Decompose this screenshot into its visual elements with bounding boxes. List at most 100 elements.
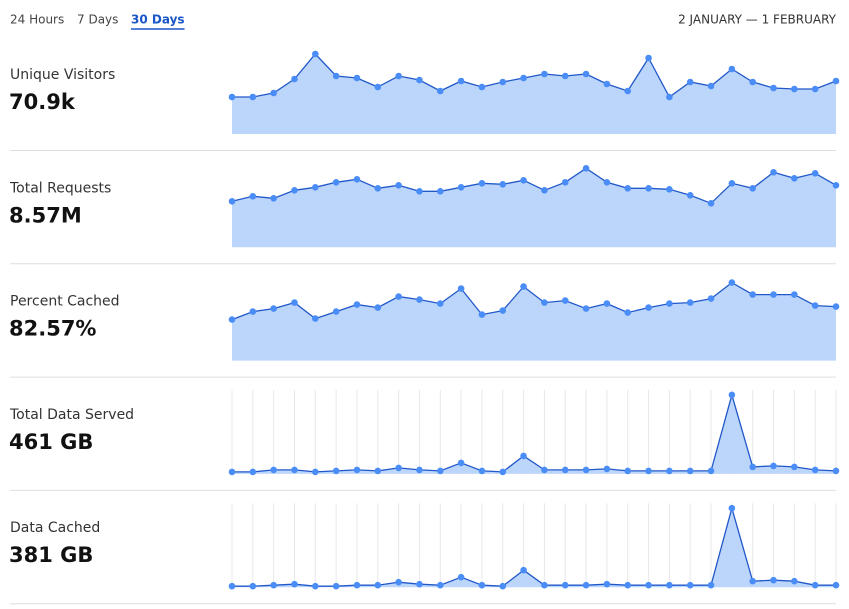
point [457,285,465,292]
point [270,195,277,202]
date-range: 2 JANUARY — 1 FEBRUARY [678,13,837,27]
point [791,577,798,585]
point [770,576,777,584]
point [770,291,777,298]
point [520,177,527,184]
point [353,581,361,589]
point [811,170,819,177]
metric-value: 82.57% [9,317,96,341]
point [291,580,298,588]
point [520,566,527,574]
point [749,185,756,192]
point [228,316,236,323]
point [291,187,298,194]
point [686,581,694,589]
point [791,463,798,471]
time-tab[interactable]: 24 Hours [10,13,64,27]
point [686,192,694,199]
point [520,283,527,290]
point [770,84,777,92]
point [728,504,736,512]
point [374,185,382,192]
point [478,83,486,91]
point [249,582,257,590]
point [332,179,340,186]
point [770,462,777,470]
point [249,468,257,476]
point [624,185,632,192]
metric-value: 381 GB [9,543,93,567]
point [561,297,569,304]
point [436,300,444,307]
point [541,299,548,306]
point [749,78,756,86]
point [312,468,319,476]
point [791,291,798,298]
point [728,180,736,187]
point [707,581,715,589]
point [332,308,340,315]
point [416,76,423,84]
time-tab[interactable]: 30 Days [131,13,185,27]
point [499,181,507,188]
point [603,179,611,186]
point [791,85,798,93]
point [312,582,319,590]
point [332,467,340,475]
point [499,78,507,86]
point [416,580,423,588]
point [312,315,319,322]
point [291,75,298,83]
point [832,182,840,189]
point [603,465,611,473]
point [603,580,611,588]
time-tab[interactable]: 7 Days [77,13,118,27]
point [749,577,756,585]
point [332,582,340,590]
point [645,185,652,192]
point [353,466,361,474]
point [416,188,423,195]
point [561,466,569,474]
point [811,302,819,309]
point [707,200,715,207]
area [232,54,836,134]
point [374,304,382,311]
metric-label: Percent Cached [10,294,120,310]
point [603,300,611,307]
point [686,299,694,306]
point [436,467,444,475]
point [749,291,756,298]
point [395,578,402,586]
point [624,467,632,475]
point [270,466,277,474]
point [832,467,840,475]
point [582,165,590,172]
point [457,573,465,581]
point [291,466,298,474]
point [520,452,527,460]
point [436,188,444,195]
point [436,581,444,589]
point [457,459,465,467]
point [582,70,590,78]
point [686,467,694,475]
point [811,85,819,93]
metric-label: Data Cached [10,520,100,536]
point [811,466,819,474]
point [353,176,361,183]
point [228,198,236,205]
point [707,467,715,475]
point [561,72,569,80]
point [395,72,402,80]
point [603,80,611,88]
point [478,581,486,589]
point [624,87,632,95]
point [291,299,298,306]
point [332,72,340,80]
point [582,466,590,474]
point [499,582,507,590]
point [770,169,777,176]
point [270,581,277,589]
metric-value: 8.57M [9,203,82,227]
